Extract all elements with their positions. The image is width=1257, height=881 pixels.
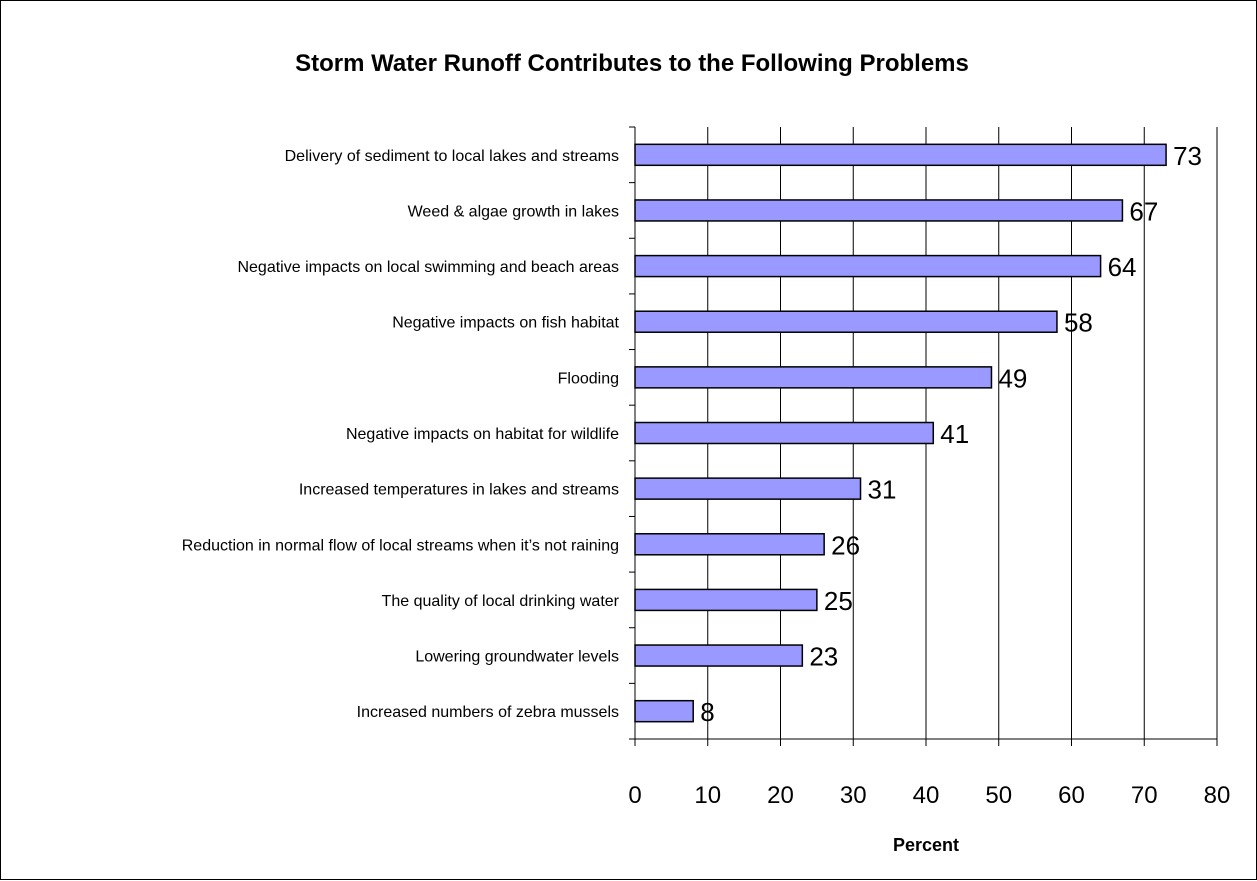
value-label: 67 bbox=[1129, 196, 1158, 226]
value-label: 8 bbox=[700, 697, 714, 727]
chart-title: Storm Water Runoff Contributes to the Fo… bbox=[295, 50, 969, 77]
category-label: Weed & algae growth in lakes bbox=[408, 203, 619, 220]
bar bbox=[634, 588, 818, 612]
x-tick-label: 30 bbox=[840, 782, 867, 809]
bar bbox=[634, 143, 1167, 167]
bar bbox=[634, 644, 804, 667]
category-label: Increased numbers of zebra mussels bbox=[357, 704, 619, 721]
value-label: 26 bbox=[831, 530, 860, 560]
category-label: Reduction in normal flow of local stream… bbox=[182, 537, 619, 554]
value-label: 23 bbox=[809, 642, 838, 672]
value-label: 58 bbox=[1064, 308, 1093, 338]
bar bbox=[634, 366, 993, 389]
value-label: 49 bbox=[998, 363, 1027, 393]
x-tick-label: 10 bbox=[694, 782, 721, 809]
bar bbox=[634, 254, 1102, 278]
bar bbox=[634, 699, 694, 723]
category-label: Negative impacts on habitat for wildlife bbox=[346, 426, 619, 443]
x-tick-label: 60 bbox=[1058, 782, 1085, 809]
x-tick-label: 20 bbox=[767, 782, 794, 809]
x-tick-label: 50 bbox=[985, 782, 1012, 809]
bar bbox=[634, 533, 825, 556]
label-layer: 0 10 20 30 40 50 60 70 80 Delivery of sediment to… bbox=[182, 141, 1231, 809]
bar bbox=[634, 199, 1124, 222]
category-label: Delivery of sediment to local lakes and … bbox=[285, 148, 619, 165]
bar bbox=[634, 477, 862, 500]
bar-layer bbox=[634, 143, 1167, 723]
bar bbox=[634, 421, 935, 445]
value-label: 41 bbox=[940, 419, 969, 449]
x-tick-label: 80 bbox=[1204, 782, 1231, 809]
x-tick-label: 40 bbox=[913, 782, 940, 809]
category-label: Negative impacts on fish habitat bbox=[392, 315, 619, 332]
category-label: Flooding bbox=[558, 370, 619, 387]
value-label: 73 bbox=[1173, 141, 1202, 171]
value-label: 25 bbox=[824, 586, 853, 616]
category-label: The quality of local drinking water bbox=[382, 593, 620, 610]
category-label: Increased temperatures in lakes and stre… bbox=[299, 482, 619, 499]
x-axis-label: Percent bbox=[893, 835, 959, 855]
x-tick-label: 70 bbox=[1131, 782, 1158, 809]
value-label: 31 bbox=[868, 475, 897, 505]
value-label: 64 bbox=[1108, 252, 1137, 282]
bar bbox=[634, 310, 1058, 333]
category-label: Lowering groundwater levels bbox=[415, 649, 619, 666]
x-tick-label: 0 bbox=[628, 782, 641, 809]
category-label: Negative impacts on local swimming and b… bbox=[237, 259, 619, 276]
